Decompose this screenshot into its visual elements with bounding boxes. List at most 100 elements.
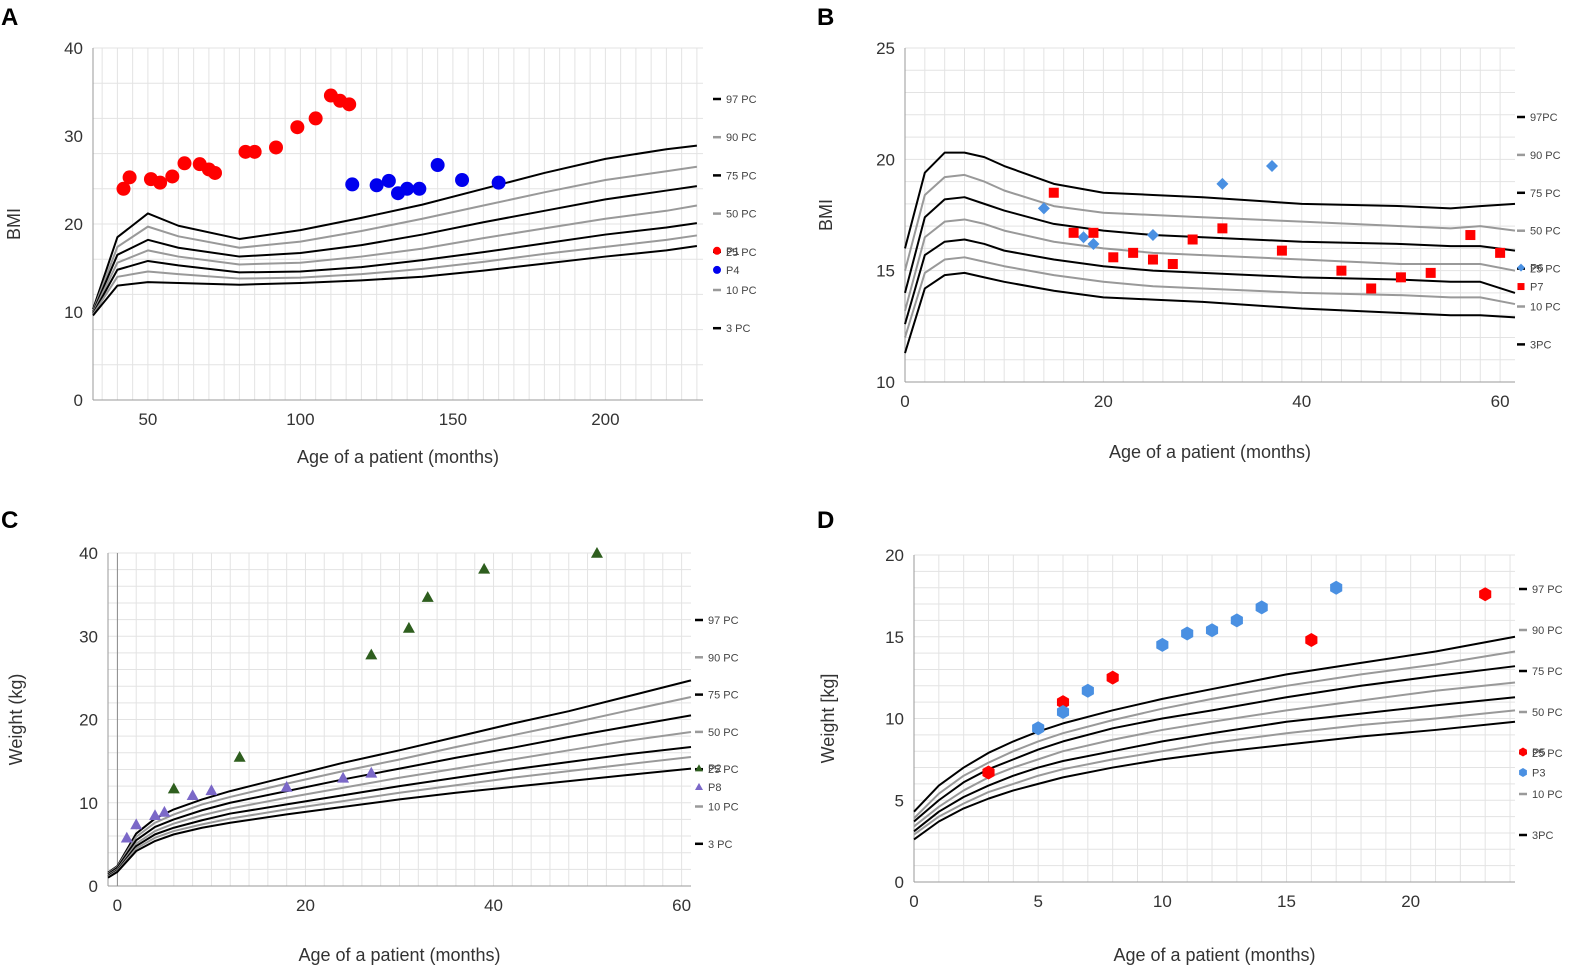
data-point-p5 <box>1479 587 1492 602</box>
legend-label: 10 PC <box>726 285 757 297</box>
percentile-curve-10pc <box>92 234 698 316</box>
data-point-p2 <box>590 547 603 558</box>
percentile-curve-25pc <box>904 238 1516 325</box>
legend-label: 25 PC <box>708 764 739 776</box>
x-axis-label: Age of a patient (months) <box>1109 442 1311 462</box>
percentile-curve-75pc <box>904 196 1516 294</box>
data-point-p3 <box>1032 721 1045 736</box>
percentile-curve-97pc <box>107 679 692 874</box>
percentile-curve-3pc <box>107 767 692 879</box>
data-point-p6 <box>1087 237 1100 250</box>
legend-label: P5 <box>1532 747 1545 759</box>
y-tick-label: 10 <box>64 303 83 322</box>
percentile-curve-3pc <box>913 720 1516 841</box>
panel-c: 0 20 40 60 0 10 20 30 40 Age of a patient (months… <box>6 544 739 965</box>
data-point-p2 <box>402 621 415 633</box>
y-tick-label: 5 <box>895 791 904 810</box>
data-point-p4 <box>369 178 384 193</box>
legend-marker-p7 <box>1517 283 1525 291</box>
legend-label: 75 PC <box>726 170 757 182</box>
data-point-p7 <box>1395 272 1406 283</box>
data-point-p7 <box>1187 234 1198 245</box>
series-p1 <box>116 88 357 196</box>
legend-label: P1 <box>726 246 739 258</box>
series-p5 <box>982 587 1492 780</box>
data-point-p8 <box>337 771 350 783</box>
data-point-p4 <box>400 181 415 196</box>
x-tick-label: 40 <box>1292 392 1311 411</box>
x-tick-label: 50 <box>138 410 157 429</box>
legend-marker-p6 <box>1517 263 1525 272</box>
data-point-p2 <box>365 648 378 660</box>
legend-label: 3PC <box>1530 339 1551 351</box>
y-tick-label: 10 <box>876 373 895 392</box>
data-point-p7 <box>1128 247 1139 258</box>
x-axis-label: Age of a patient (months) <box>298 945 500 965</box>
legend-label: 97 PC <box>1532 584 1563 596</box>
data-point-p3 <box>1156 637 1169 652</box>
panel-d: 0 5 10 15 20 0 5 10 15 20 Age of a patient (months… <box>818 546 1563 965</box>
legend-marker-p5 <box>1519 747 1527 757</box>
data-point-p3 <box>1056 704 1070 719</box>
data-point-p7 <box>1336 265 1347 276</box>
x-axis-label: Age of a patient (months) <box>297 447 499 467</box>
data-point-p8 <box>149 809 162 821</box>
percentile-curve-50pc <box>904 218 1516 312</box>
legend: 97PC 90 PC 75 PC 50 PC 25 PC 10 PC 3PC P6 P7 <box>1517 112 1561 351</box>
legend: 97 PC 90 PC 75 PC 50 PC 25 PC 10 PC 3 PC P1 P4 <box>713 94 757 335</box>
y-tick-label: 20 <box>64 215 83 234</box>
data-point-p1 <box>177 156 192 171</box>
percentile-curve-90pc <box>904 173 1516 271</box>
data-point-p8 <box>186 789 199 801</box>
y-tick-label: 0 <box>89 877 98 896</box>
percentile-curve-10pc <box>904 256 1516 338</box>
grid <box>108 552 691 887</box>
data-point-p3 <box>1181 626 1194 641</box>
data-point-p1 <box>308 111 323 126</box>
data-point-p5 <box>982 765 995 780</box>
data-point-p4 <box>345 177 360 192</box>
legend-marker-p8 <box>695 782 703 791</box>
data-point-p7 <box>1465 230 1476 241</box>
data-point-p1 <box>165 169 180 184</box>
grid <box>93 47 703 401</box>
data-point-p7 <box>1366 283 1377 294</box>
y-tick-label: 20 <box>876 150 895 169</box>
legend: 97 PC 90 PC 75 PC 50 PC 25 PC 10 PC 3PC P5 P3 <box>1519 584 1563 842</box>
x-tick-label: 10 <box>1153 892 1172 911</box>
data-point-p8 <box>205 784 218 796</box>
legend-label: P8 <box>708 782 721 794</box>
legend-marker-p1 <box>713 246 721 255</box>
data-point-p6 <box>1037 202 1050 215</box>
data-point-p2 <box>478 562 491 574</box>
y-tick-label: 15 <box>885 628 904 647</box>
data-point-p1 <box>116 181 131 196</box>
data-point-p7 <box>1217 223 1228 234</box>
legend-label: 25 PC <box>726 247 757 259</box>
data-point-p7 <box>1147 254 1158 265</box>
series-p6 <box>1037 160 1278 250</box>
y-tick-label: 0 <box>74 391 83 410</box>
data-point-p3 <box>1230 613 1243 628</box>
data-point-p2 <box>421 591 434 602</box>
data-point-p5 <box>1305 633 1318 648</box>
series-p3 <box>1032 580 1343 736</box>
percentile-curve-90pc <box>913 650 1516 819</box>
y-tick-label: 15 <box>876 262 895 281</box>
y-tick-label: 30 <box>64 127 83 146</box>
legend-marker-p4 <box>713 265 721 274</box>
data-point-p8 <box>120 831 133 843</box>
percentile-curve-25pc <box>913 696 1516 833</box>
x-tick-label: 5 <box>1033 892 1042 911</box>
y-tick-label: 40 <box>64 39 83 58</box>
legend-label: 97PC <box>1530 112 1558 124</box>
legend-label: 50 PC <box>708 727 739 739</box>
legend-label: 50 PC <box>726 209 757 221</box>
legend-label: 50 PC <box>1530 226 1561 238</box>
percentile-curve-50pc <box>913 681 1516 828</box>
legend-label: 10 PC <box>1532 789 1563 801</box>
data-point-p8 <box>280 780 293 792</box>
x-tick-label: 15 <box>1277 892 1296 911</box>
legend-label: 3PC <box>1532 830 1553 842</box>
percentile-curve-3pc <box>904 271 1516 354</box>
